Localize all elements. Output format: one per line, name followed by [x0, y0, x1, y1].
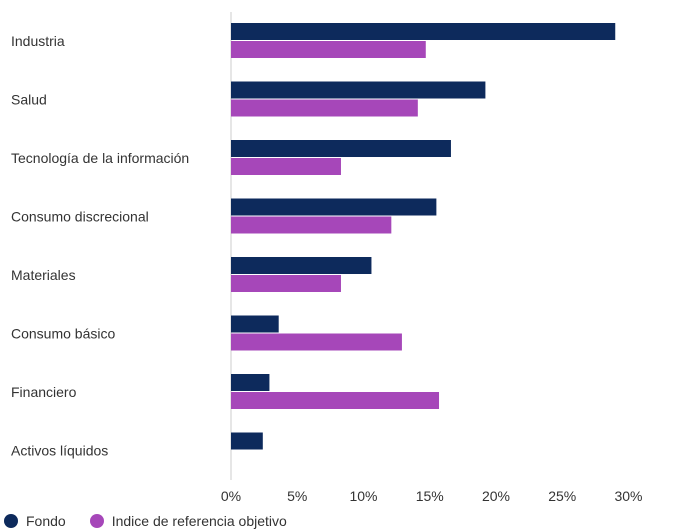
- legend: Fondo Indice de referencia objetivo: [4, 513, 311, 529]
- bar-indice: [231, 392, 440, 409]
- category-label: Consumo discrecional: [11, 208, 149, 224]
- bars: [231, 23, 616, 450]
- bar-indice: [231, 99, 418, 117]
- legend-item-fondo: Fondo: [4, 513, 66, 529]
- bar-indice: [231, 333, 402, 351]
- legend-label-fondo: Fondo: [26, 513, 66, 529]
- bar-fondo: [231, 140, 451, 157]
- bar-fondo: [231, 315, 279, 333]
- category-label: Industria: [11, 33, 65, 49]
- x-tick-label: 0%: [221, 488, 241, 504]
- bar-fondo: [231, 432, 263, 450]
- category-label: Activos líquidos: [11, 442, 108, 458]
- legend-label-indice: Indice de referencia objetivo: [111, 513, 287, 529]
- category-label: Financiero: [11, 384, 77, 400]
- category-label: Tecnología de la información: [11, 150, 189, 166]
- x-tick-labels: 0% 5% 10% 15% 20% 25% 30%: [221, 488, 643, 504]
- bar-fondo: [231, 374, 270, 391]
- category-label: Consumo básico: [11, 325, 115, 341]
- bar-fondo: [231, 23, 616, 40]
- bar-fondo: [231, 81, 486, 99]
- x-tick-label: 20%: [482, 488, 510, 504]
- legend-dot-indice: [89, 514, 104, 528]
- bar-indice: [231, 41, 426, 58]
- x-tick-label: 25%: [548, 488, 576, 504]
- category-label: Salud: [11, 91, 47, 107]
- x-tick-label: 5%: [287, 488, 307, 504]
- category-label: Materiales: [11, 267, 76, 283]
- x-tick-label: 10%: [349, 488, 377, 504]
- category-labels: Industria Salud Tecnología de la informaci…: [11, 33, 189, 459]
- bar-indice: [231, 216, 392, 234]
- bar-indice: [231, 158, 341, 175]
- legend-dot-fondo: [4, 514, 18, 528]
- legend-item-indice: Indice de referencia objetivo: [89, 513, 287, 529]
- bar-indice: [231, 275, 341, 292]
- x-tick-label: 15%: [416, 488, 444, 504]
- bar-fondo: [231, 257, 372, 274]
- bar-fondo: [231, 198, 437, 216]
- x-tick-label: 30%: [614, 488, 642, 504]
